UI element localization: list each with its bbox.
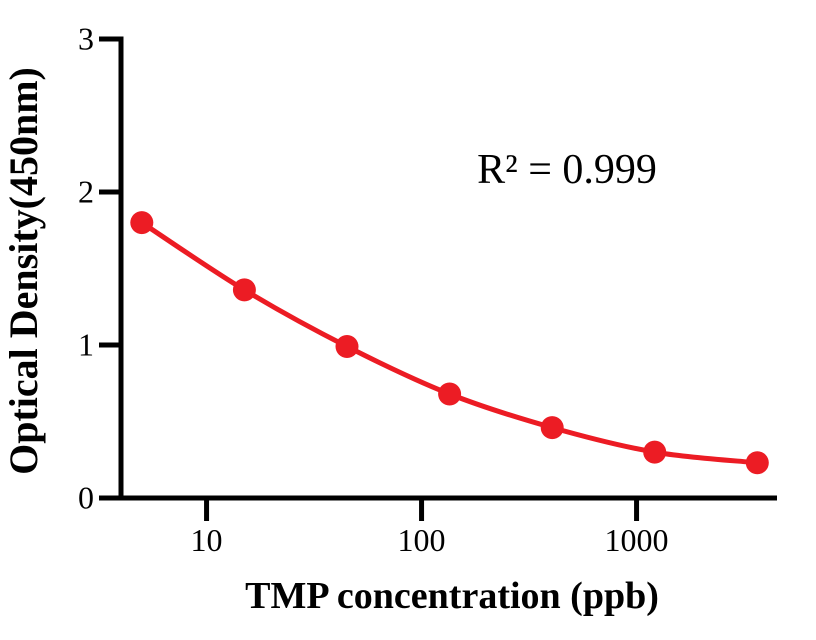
y-tick-label: 3	[78, 21, 94, 57]
y-tick-label: 1	[78, 327, 94, 363]
y-tick-label: 2	[78, 174, 94, 210]
data-point	[335, 335, 359, 358]
data-point	[745, 451, 769, 475]
x-tick-label: 100	[398, 522, 446, 558]
axes-layer: 0 1 2 3 10 100 1000	[78, 21, 777, 558]
x-axis-title: TMP concentration (ppb)	[245, 575, 659, 617]
y-axis-title: Optical Density(450nm)	[1, 67, 46, 475]
y-tick-label: 0	[78, 480, 94, 516]
data-point	[232, 278, 256, 302]
r-squared-annotation: R² = 0.999	[477, 147, 657, 193]
x-tick-label: 1000	[605, 522, 669, 558]
data-series-layer	[130, 211, 769, 475]
data-point	[540, 416, 564, 440]
x-tick-label: 10	[191, 522, 223, 558]
fit-curve	[139, 220, 760, 466]
data-point	[643, 440, 667, 464]
data-point	[438, 382, 462, 406]
data-point	[130, 211, 154, 235]
